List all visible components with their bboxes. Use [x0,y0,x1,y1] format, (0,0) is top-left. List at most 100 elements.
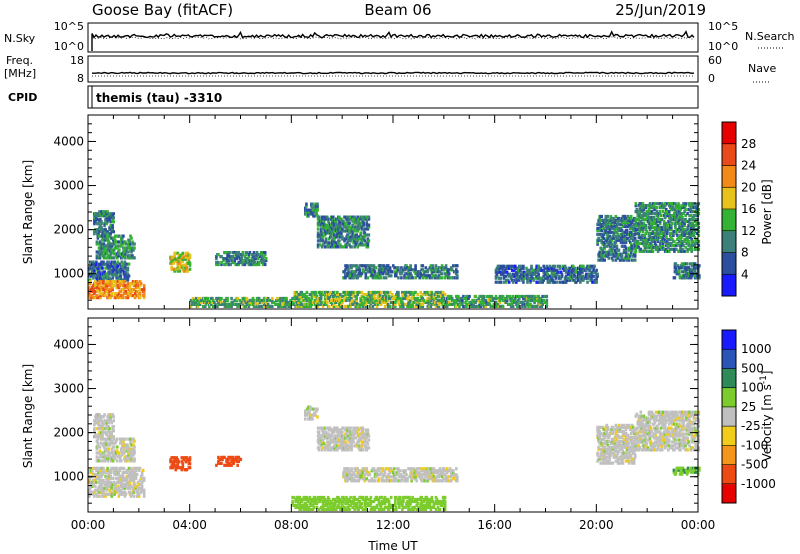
scatter-cell [623,234,627,238]
scatter-cell [260,259,264,263]
scatter-cell [94,478,97,482]
scatter-cell [91,294,94,298]
scatter-cell [675,227,678,232]
scatter-cell [138,284,142,288]
scatter-cell [671,247,674,251]
scatter-cell [419,272,422,276]
scatter-cell [691,204,694,208]
scatter-cell [314,292,318,297]
scatter-cell [130,449,133,453]
scatter-cell [107,482,110,486]
scatter-cell [203,304,207,308]
scatter-cell [99,296,102,300]
scatter-cell [691,239,694,243]
scatter-cell [173,253,176,257]
scatter-cell [184,253,188,257]
scatter-cell [237,262,241,267]
scatter-cell [680,270,684,274]
scatter-cell [681,206,684,210]
scatter-cell [92,288,95,292]
scatter-cell [643,233,647,237]
scatter-cell [479,300,482,304]
scatter-cell [319,296,323,301]
scatter-cell [600,222,603,226]
scatter-cell [95,242,99,246]
scatter-cell [580,274,583,278]
scatter-cell [356,292,359,297]
scatter-cell [627,256,631,260]
scatter-cell [295,302,298,306]
scatter-cell [409,272,412,276]
scatter-cell [418,270,421,274]
scatter-cell [661,235,665,239]
scatter-cell [429,298,433,303]
scatter-cell [276,296,279,301]
scatter-cell [690,233,693,237]
scatter-cell [322,219,326,223]
scatter-cell [102,490,105,494]
scatter-cell [184,263,188,267]
scatter-cell [102,276,105,280]
scatter-cell [608,230,612,234]
scatter-cell [634,249,638,253]
scatter-cell [392,264,395,268]
scatter-cell [316,214,319,218]
scatter-cell [667,225,670,230]
scatter-cell [128,238,131,242]
scatter-cell [121,252,124,256]
scatter-cell [620,256,624,260]
scatter-cell [695,231,699,235]
scatter-cell [117,286,121,290]
scatter-cell [103,212,106,216]
scatter-cell [99,459,103,463]
scatter-cell [319,231,323,235]
scatter-cell [113,457,117,461]
scatter-cell [542,278,545,282]
scatter-cell [456,296,459,301]
scatter-cell [465,298,468,303]
scatter-cell [117,250,120,254]
scatter-cell [667,245,670,249]
scatter-cell [495,304,499,308]
scatter-cell [336,290,339,295]
scatter-cell [308,210,311,214]
scatter-cell [648,204,652,208]
scatter-cell [176,251,180,255]
scatter-cell [350,266,353,270]
scatter-cell [564,270,568,274]
scatter-cell [685,219,688,224]
scatter-cell [321,225,325,229]
scatter-cell [409,302,412,306]
scatter-cell [108,250,112,254]
scatter-cell [108,242,112,246]
scatter-cell [536,268,539,272]
scatter-cell [360,215,364,219]
scatter-cell [650,221,654,226]
scatter-cell [109,252,113,256]
scatter-cell [499,276,503,280]
scatter-cell [679,221,682,226]
scatter-cell [311,300,315,304]
scatter-cell [102,242,106,246]
scatter-cell [93,262,96,266]
scatter-cell [116,445,119,449]
scatter-cell [122,270,126,274]
scatter-cell [109,492,112,496]
scatter-cell [635,227,639,232]
scatter-cell [689,262,693,266]
scatter-cell [215,260,218,265]
scatter-cell [430,276,434,280]
scatter-cell [541,280,544,284]
scatter-cell [92,492,95,496]
scatter-cell [98,478,101,482]
scatter-cell [243,262,247,267]
scatter-cell [438,300,442,304]
scatter-cell [305,290,309,295]
scatter-cell [220,296,223,301]
scatter-cell [234,255,237,259]
scatter-cell [395,292,398,297]
scatter-cell [354,221,357,225]
scatter-cell [530,264,533,268]
scatter-cell [103,292,106,296]
scatter-cell [644,214,648,218]
